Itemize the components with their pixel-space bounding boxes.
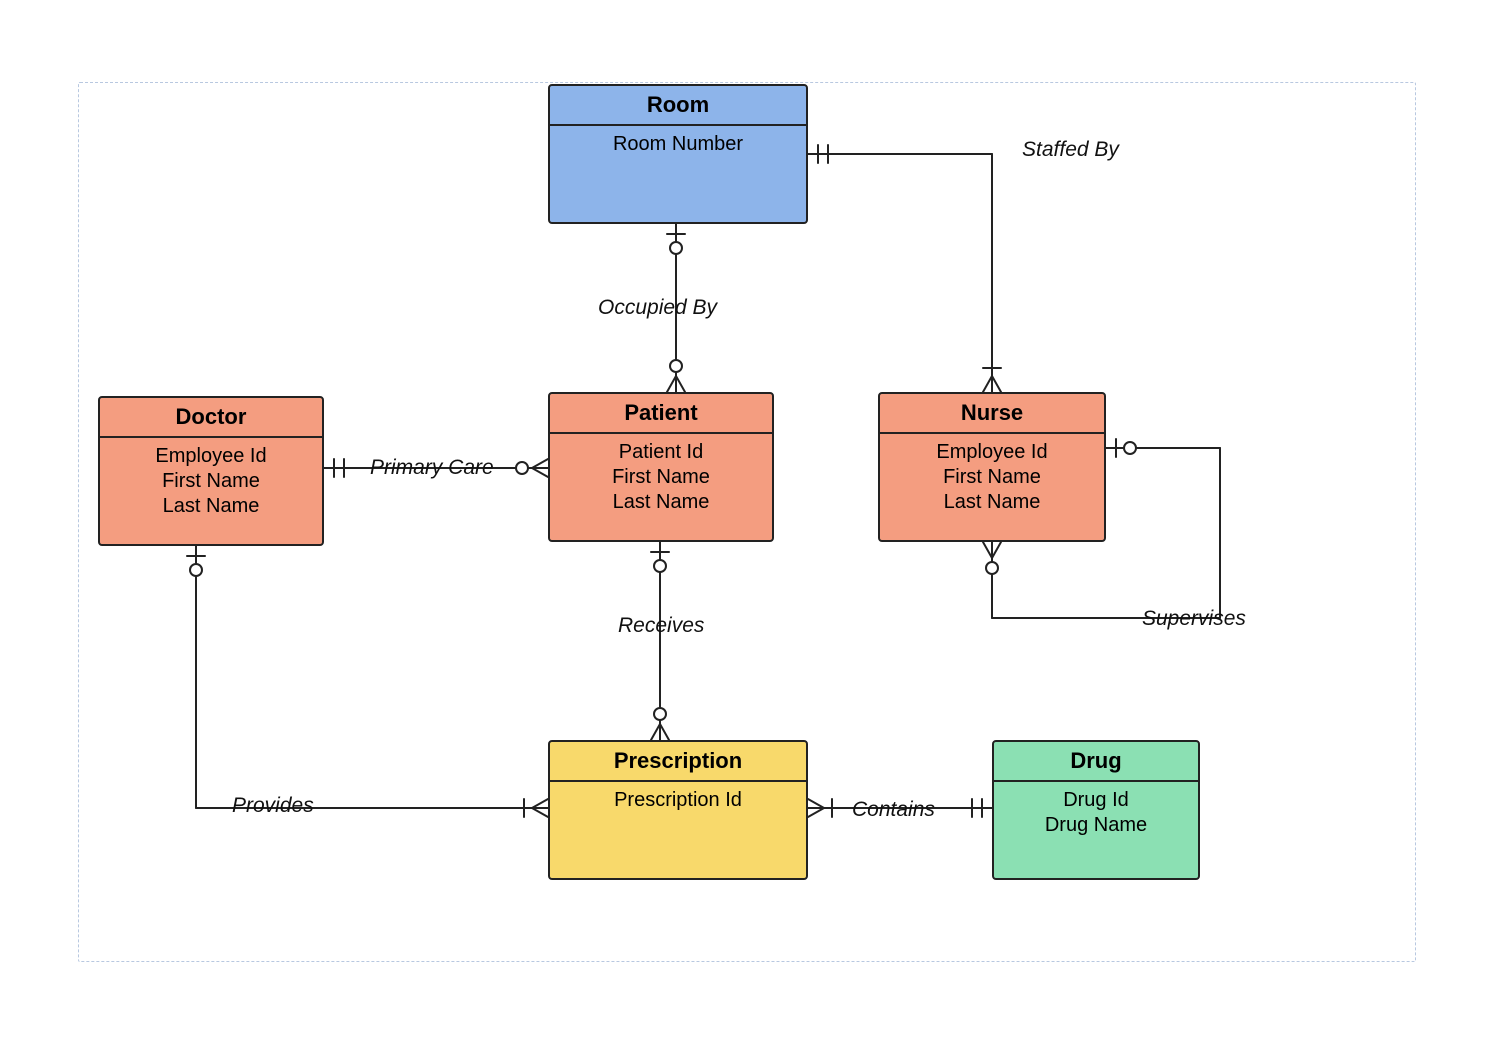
rel-label-staffed-by: Staffed By bbox=[1022, 138, 1119, 162]
edges-layer bbox=[0, 0, 1498, 1048]
rel-label-contains: Contains bbox=[852, 798, 935, 822]
er-diagram-canvas: Room Room Number Doctor Employee Id Firs… bbox=[0, 0, 1498, 1048]
rel-label-occupied-by: Occupied By bbox=[598, 296, 717, 320]
rel-label-provides: Provides bbox=[232, 794, 314, 818]
rel-label-supervises: Supervises bbox=[1142, 607, 1246, 631]
rel-label-receives: Receives bbox=[618, 614, 704, 638]
rel-label-primary-care: Primary Care bbox=[370, 456, 494, 480]
